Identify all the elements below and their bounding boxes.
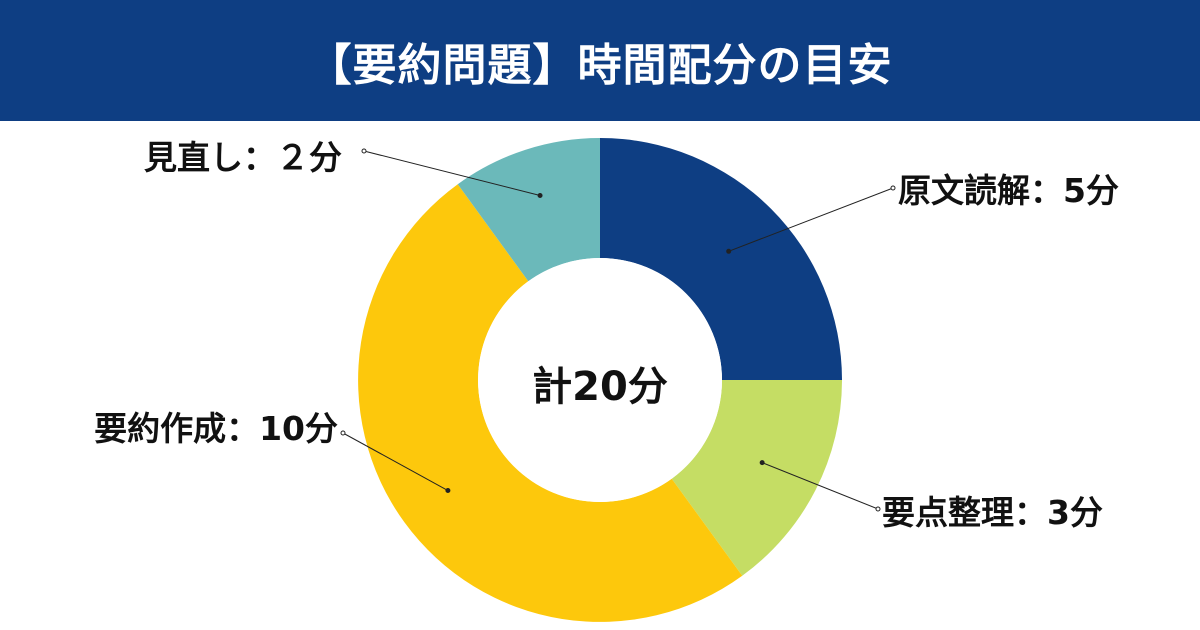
leader-dot [875,506,881,512]
donut-slice [671,380,842,576]
chart-leader-lines [340,148,896,512]
leader-dot [340,430,346,436]
leader-line [728,187,894,252]
center-total-label: 計20分 [532,364,668,410]
slice-label: 見直し：２分 [144,138,342,177]
donut-slice [358,184,743,622]
title-banner: 【要約問題】時間配分の目安 [0,0,1200,121]
page-title: 【要約問題】時間配分の目安 [307,39,893,91]
donut-slice [457,138,600,282]
leader-dot [890,185,896,191]
leader-dot [759,460,765,466]
slice-label: 要点整理：3分 [882,493,1103,532]
leader-dot [361,148,367,154]
leader-dot [726,248,732,254]
slice-label: 原文読解：5分 [898,171,1119,210]
leader-line [363,150,541,196]
slice-label: 要約作成：10分 [94,409,338,448]
donut-hole [478,258,722,502]
leader-line [761,462,879,510]
donut-slice [600,138,842,380]
leader-dot [445,488,451,494]
chart-slices [358,138,842,622]
leader-dot [537,192,543,198]
leader-line [342,432,449,491]
